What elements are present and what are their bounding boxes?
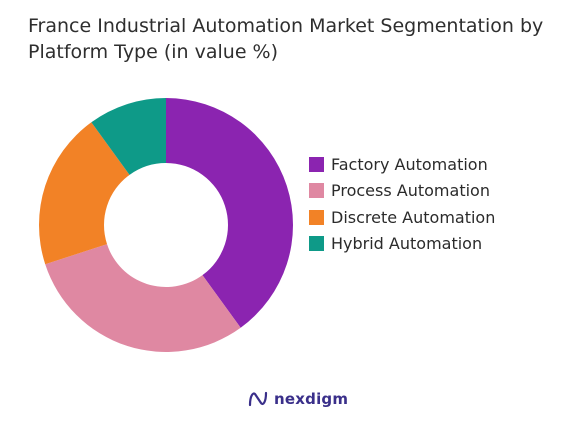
legend-label: Discrete Automation	[331, 207, 496, 227]
donut-slice-discrete-automation	[39, 122, 130, 265]
legend-swatch	[309, 156, 324, 172]
chart-legend: Factory Automation Process Automation Di…	[309, 151, 495, 257]
legend-item-process-automation: Process Automation	[309, 178, 495, 205]
donut-slice-factory-automation	[166, 98, 293, 328]
logo-text: nexdigm	[274, 390, 349, 408]
donut-slice-hybrid-automation	[91, 98, 166, 175]
legend-item-factory-automation: Factory Automation	[309, 151, 495, 178]
donut-slice-process-automation	[45, 244, 241, 352]
legend-item-discrete-automation: Discrete Automation	[309, 204, 495, 231]
nexdigm-logo-icon	[248, 391, 268, 407]
legend-label: Process Automation	[331, 181, 490, 201]
legend-label: Factory Automation	[331, 154, 488, 174]
nexdigm-logo: nexdigm	[247, 388, 348, 410]
legend-swatch	[309, 183, 324, 199]
chart-title: France Industrial Automation Market Segm…	[28, 15, 544, 63]
legend-swatch	[309, 236, 324, 252]
legend-swatch	[309, 209, 324, 225]
legend-label: Hybrid Automation	[331, 234, 483, 254]
legend-item-hybrid-automation: Hybrid Automation	[309, 231, 495, 258]
